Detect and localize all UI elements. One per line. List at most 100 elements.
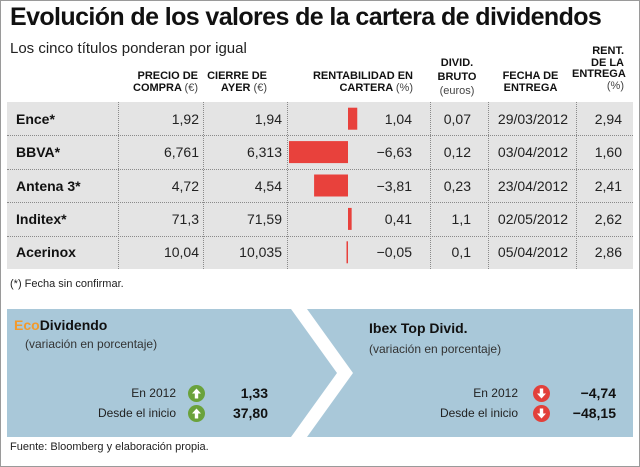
cell-rent-label: −0,05 (376, 244, 412, 261)
eco-brand-label: Eco (14, 317, 40, 333)
cell-rent-label: 1,04 (384, 110, 412, 127)
cell-fecha: 03/04/2012 (497, 144, 568, 161)
table-column-divider (203, 102, 204, 269)
cell-divid: 0,12 (443, 144, 471, 161)
header-rent-entrega: RENT. DE LA ENTREGA (%) (572, 45, 626, 92)
header-cierre-ayer-line1: CIERRE DE (207, 70, 267, 82)
left-panel-title: EcoDividendo (14, 317, 107, 333)
page-subtitle: Los cinco títulos ponderan por igual (10, 40, 247, 57)
header-cierre-ayer: CIERRE DE AYER (€) (205, 70, 267, 94)
header-precio-compra-line2: COMPRA (€) (120, 82, 198, 94)
cell-rent-entrega: 2,86 (594, 244, 622, 261)
header-cierre-ayer-line2-text: AYER (220, 82, 251, 94)
left-row-inicio-label: Desde el inicio (97, 406, 176, 420)
cell-cierre: 1,94 (254, 110, 282, 127)
header-rentabilidad-line2: CARTERA (%) (305, 82, 413, 94)
company-name: Inditex* (16, 210, 67, 227)
cell-rent-entrega: 2,62 (594, 210, 622, 227)
cell-fecha: 23/04/2012 (497, 177, 568, 194)
left-row-2012-value: 1,33 (240, 385, 268, 401)
comparison-band (7, 309, 633, 437)
table-row-divider (7, 135, 633, 137)
table-row-divider (7, 202, 633, 204)
header-rentabilidad-line1: RENTABILIDAD EN (312, 70, 413, 82)
page-title: Evolución de los valores de la cartera d… (10, 3, 602, 31)
cell-cierre: 10,035 (239, 244, 282, 261)
cell-divid: 0,1 (451, 244, 471, 261)
company-name: Acerinox (16, 244, 76, 261)
company-name: Ence* (16, 110, 55, 127)
cell-divid: 1,1 (451, 210, 471, 227)
company-name: BBVA* (16, 144, 61, 161)
header-rent-entrega-line1: RENT. (592, 45, 624, 57)
rentabilidad-bar (346, 241, 348, 264)
rentabilidad-bar (288, 141, 348, 164)
cell-fecha: 02/05/2012 (497, 210, 568, 227)
left-panel-title-text: Dividendo (39, 317, 108, 333)
down-arrow-icon (533, 385, 550, 402)
table-row-divider (7, 168, 633, 170)
header-precio-compra-unit: (€) (184, 82, 198, 94)
header-divid-bruto-text: DIVID. BRUTO (437, 57, 477, 83)
cell-fecha: 05/04/2012 (497, 244, 568, 261)
header-fecha-entrega-line1: FECHA DE (502, 70, 559, 82)
right-panel-title: Ibex Top Divid. (369, 320, 468, 336)
table-column-divider (488, 102, 489, 269)
header-divid-bruto: DIVID. BRUTO (euros) (432, 56, 482, 98)
cell-compra: 71,3 (171, 210, 199, 227)
table-column-divider (576, 102, 577, 269)
up-arrow-icon (188, 385, 205, 402)
right-row-inicio-value: −48,15 (572, 405, 616, 421)
cell-cierre: 71,59 (246, 210, 282, 227)
cell-rent-entrega: 1,60 (594, 144, 622, 161)
left-row-inicio-value: 37,80 (232, 405, 268, 421)
header-cierre-ayer-unit: (€) (253, 82, 267, 94)
header-fecha-entrega-line2: ENTREGA (503, 82, 558, 94)
header-rent-entrega-unit: (%) (606, 79, 624, 92)
right-row-2012-value: −4,74 (580, 385, 616, 401)
header-rentabilidad-unit: (%) (395, 82, 413, 94)
cell-rent-entrega: 2,94 (594, 110, 622, 127)
right-panel-shape (307, 309, 633, 437)
up-arrow-icon (188, 405, 205, 422)
table-column-divider (430, 102, 431, 269)
left-panel-subtitle: (variación en porcentaje) (25, 337, 158, 351)
left-row-2012-label: En 2012 (131, 386, 176, 400)
cell-divid: 0,07 (443, 110, 471, 127)
footnote: (*) Fecha sin confirmar. (10, 278, 124, 290)
left-panel-shape (7, 309, 337, 437)
cell-compra: 1,92 (171, 110, 199, 127)
company-name: Antena 3* (16, 177, 81, 194)
header-rent-entrega-line3: ENTREGA (572, 68, 626, 80)
header-precio-compra-line2-text: COMPRA (133, 82, 182, 94)
source-note: Fuente: Bloomberg y elaboración propia. (10, 441, 209, 453)
table-row-divider (7, 235, 633, 237)
header-precio-compra: PRECIO DE COMPRA (€) (120, 70, 198, 94)
table-column-divider (118, 102, 119, 269)
right-panel-subtitle: (variación en porcentaje) (369, 342, 502, 356)
cell-compra: 10,04 (163, 244, 199, 261)
cell-divid: 0,23 (443, 177, 471, 194)
cell-cierre: 4,54 (254, 177, 282, 194)
cell-rent-label: −6,63 (376, 144, 412, 161)
header-cierre-ayer-line2: AYER (€) (205, 82, 267, 94)
header-divid-bruto-unit: (euros) (439, 85, 475, 97)
cell-cierre: 6,313 (246, 144, 282, 161)
cell-compra: 4,72 (171, 177, 199, 194)
right-row-inicio-label: Desde el inicio (439, 406, 518, 420)
cell-compra: 6,761 (163, 144, 199, 161)
rentabilidad-bar (348, 107, 358, 130)
header-fecha-entrega: FECHA DE ENTREGA (493, 70, 568, 94)
cell-rent-label: 0,41 (384, 210, 412, 227)
cell-rent-label: −3,81 (376, 177, 412, 194)
header-precio-compra-line1: PRECIO DE (137, 70, 198, 82)
header-rent-entrega-line2: DE LA (591, 56, 624, 69)
down-arrow-icon (533, 405, 550, 422)
right-row-2012-label: En 2012 (473, 386, 518, 400)
rentabilidad-bar (314, 174, 348, 197)
rentabilidad-bar (348, 207, 352, 230)
header-rentabilidad: RENTABILIDAD EN CARTERA (%) (305, 70, 413, 94)
header-rentabilidad-line2-text: CARTERA (339, 82, 393, 94)
table-column-divider (287, 102, 288, 269)
